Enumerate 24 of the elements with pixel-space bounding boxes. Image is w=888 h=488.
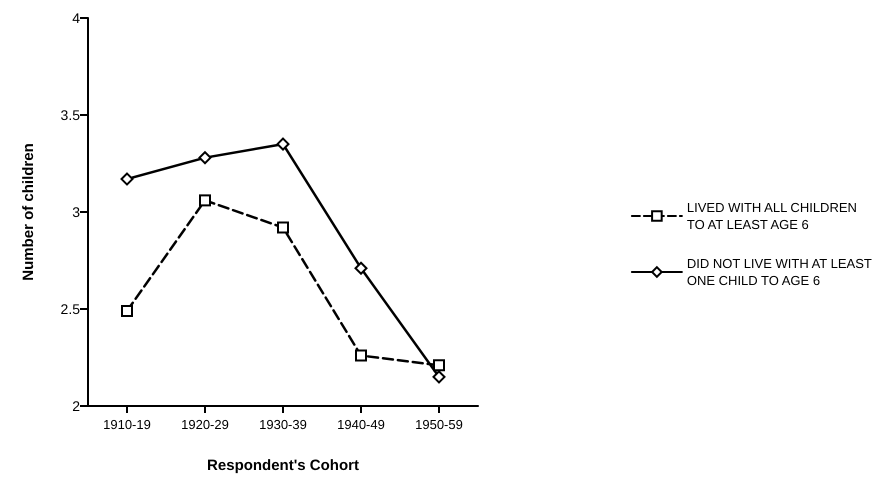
y-tick-label: 2.5 <box>60 301 80 317</box>
x-tick-label: 1920-29 <box>181 417 229 432</box>
point <box>432 370 446 384</box>
y-axis-title: Number of children <box>20 143 37 281</box>
y-tick-label: 3.5 <box>60 107 80 123</box>
legend-label: DID NOT LIVE WITH AT LEAST ONE CHILD TO AGE 6 <box>686 256 872 288</box>
x-tick-label: 1910-19 <box>103 417 151 432</box>
x-tick-label: 1950-59 <box>415 417 463 432</box>
point <box>120 172 134 186</box>
x-tick-label: 1940-49 <box>337 417 385 432</box>
point <box>276 138 290 151</box>
point <box>198 151 212 164</box>
point <box>433 359 445 372</box>
point <box>277 222 289 234</box>
point <box>355 350 367 362</box>
x-axis-title: Respondent's Cohort <box>207 457 359 474</box>
point <box>354 262 368 275</box>
y-tick-label: 2 <box>72 398 80 414</box>
y-tick-label: 4 <box>72 10 80 26</box>
y-tick-label: 3 <box>72 204 80 220</box>
legend-label: LIVED WITH ALL CHILDREN TO AT LEAST AGE 6 <box>686 200 857 232</box>
x-tick-label: 1930-39 <box>259 417 307 432</box>
point <box>121 304 133 317</box>
point <box>199 194 211 206</box>
